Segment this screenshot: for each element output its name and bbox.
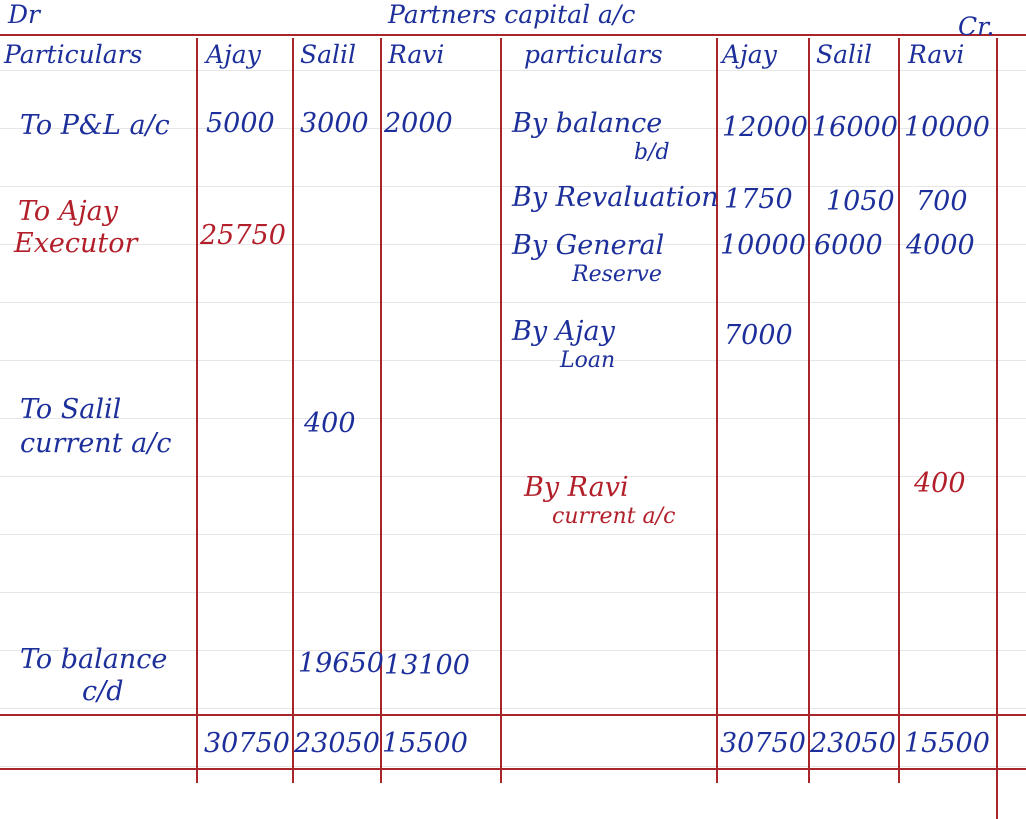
ruled-line bbox=[0, 534, 1026, 535]
col-header-ravi-right: Ravi bbox=[908, 42, 964, 67]
debit-particular: To P&L a/c bbox=[20, 112, 170, 139]
debit-particular-line2: current a/c bbox=[20, 430, 171, 457]
total-credit-salil: 23050 bbox=[810, 730, 896, 757]
debit-salil: 400 bbox=[304, 410, 356, 437]
credit-particular-line2: current a/c bbox=[552, 506, 675, 528]
ruled-line bbox=[0, 418, 1026, 419]
credit-ravi: 10000 bbox=[904, 114, 990, 141]
column-divider bbox=[808, 38, 810, 783]
credit-ravi: 700 bbox=[916, 188, 968, 215]
total-debit-ravi: 15500 bbox=[382, 730, 468, 757]
column-divider bbox=[898, 38, 900, 783]
ruled-line bbox=[0, 592, 1026, 593]
debit-ajay: 5000 bbox=[206, 110, 275, 137]
credit-particular: By Ajay bbox=[512, 318, 615, 345]
col-header-salil-right: Salil bbox=[816, 42, 872, 67]
dr-label: Dr bbox=[8, 2, 40, 27]
column-divider bbox=[292, 38, 294, 783]
ruled-line bbox=[0, 766, 1026, 767]
debit-ajay: 25750 bbox=[200, 222, 286, 249]
debit-particular-line2: Executor bbox=[14, 230, 137, 257]
ledger-title: Partners capital a/c bbox=[388, 2, 635, 27]
col-header-particulars-right: particulars bbox=[524, 42, 663, 67]
ruled-line bbox=[0, 360, 1026, 361]
credit-salil: 1050 bbox=[826, 188, 895, 215]
column-divider bbox=[716, 38, 718, 783]
credit-particular-line2: Loan bbox=[560, 350, 615, 372]
column-divider-center bbox=[500, 38, 502, 783]
debit-ravi: 2000 bbox=[384, 110, 453, 137]
total-debit-ajay: 30750 bbox=[204, 730, 290, 757]
credit-salil: 16000 bbox=[812, 114, 898, 141]
total-credit-ravi: 15500 bbox=[904, 730, 990, 757]
credit-ajay: 1750 bbox=[724, 186, 793, 213]
col-header-ajay-right: Ajay bbox=[722, 42, 777, 67]
col-header-particulars-left: Particulars bbox=[4, 42, 142, 67]
col-header-salil-left: Salil bbox=[300, 42, 356, 67]
debit-particular: To balance bbox=[20, 646, 167, 673]
column-divider bbox=[996, 38, 998, 819]
credit-particular: By Revaluation bbox=[512, 184, 719, 211]
credit-ajay: 7000 bbox=[724, 322, 793, 349]
total-credit-ajay: 30750 bbox=[720, 730, 806, 757]
debit-ravi: 13100 bbox=[384, 652, 470, 679]
credit-particular-line2: b/d bbox=[634, 142, 670, 164]
ruled-line bbox=[0, 302, 1026, 303]
col-header-ravi-left: Ravi bbox=[388, 42, 444, 67]
credit-ravi: 4000 bbox=[906, 232, 975, 259]
credit-particular: By balance bbox=[512, 110, 662, 137]
column-divider bbox=[196, 38, 198, 783]
totals-bottom-rule bbox=[0, 768, 1026, 770]
debit-particular: To Ajay bbox=[18, 198, 118, 225]
credit-ajay: 12000 bbox=[722, 114, 808, 141]
ruled-line bbox=[0, 70, 1026, 71]
credit-particular-line2: Reserve bbox=[572, 264, 662, 286]
cr-label: Cr. bbox=[958, 14, 994, 39]
header-top-rule bbox=[0, 34, 1026, 36]
credit-salil: 6000 bbox=[814, 232, 883, 259]
ruled-line bbox=[0, 476, 1026, 477]
credit-ravi: 400 bbox=[914, 470, 966, 497]
credit-particular: By Ravi bbox=[524, 474, 629, 501]
total-debit-salil: 23050 bbox=[294, 730, 380, 757]
debit-salil: 19650 bbox=[298, 650, 384, 677]
debit-salil: 3000 bbox=[300, 110, 369, 137]
ruled-line bbox=[0, 708, 1026, 709]
totals-top-rule bbox=[0, 714, 1026, 716]
debit-particular: To Salil bbox=[20, 396, 121, 423]
debit-particular-line2: c/d bbox=[82, 678, 124, 705]
credit-particular: By General bbox=[512, 232, 664, 259]
col-header-ajay-left: Ajay bbox=[206, 42, 261, 67]
credit-ajay: 10000 bbox=[720, 232, 806, 259]
